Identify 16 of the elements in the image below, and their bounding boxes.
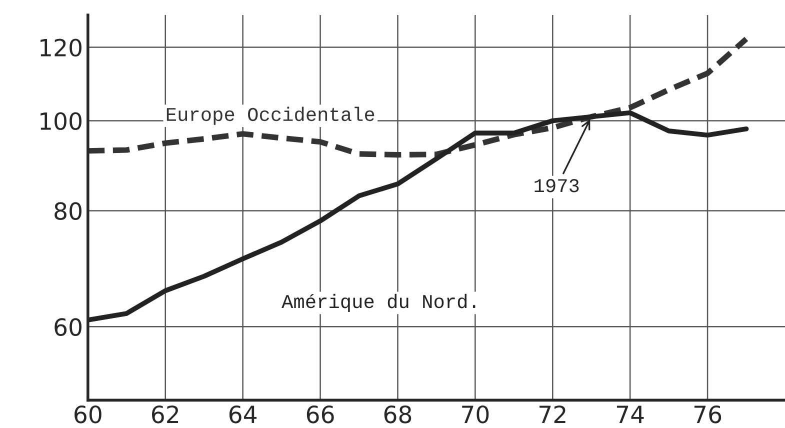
x-tick-label: 74 [617,406,644,423]
series-label: Europe Occidentale [166,106,374,125]
y-tick-label: 60 [54,318,82,336]
text: Amérique du Nord. [282,294,476,312]
x-tick-label: 72 [540,405,566,423]
annotation: 1973 [534,179,579,192]
x-tick-label: 70 [462,405,489,424]
x-tick-label: 76 [694,405,722,424]
x-tick-label: 64 [229,405,257,424]
y-tick-label: 80 [54,202,82,220]
y-tick-label: 120 [40,38,82,57]
y-tick-label: 100 [40,112,82,130]
x-tick-label: 62 [152,405,178,424]
x-tick-label: 66 [306,405,334,424]
x-tick-label: 60 [74,405,102,424]
x-tick-label: 68 [384,405,412,424]
